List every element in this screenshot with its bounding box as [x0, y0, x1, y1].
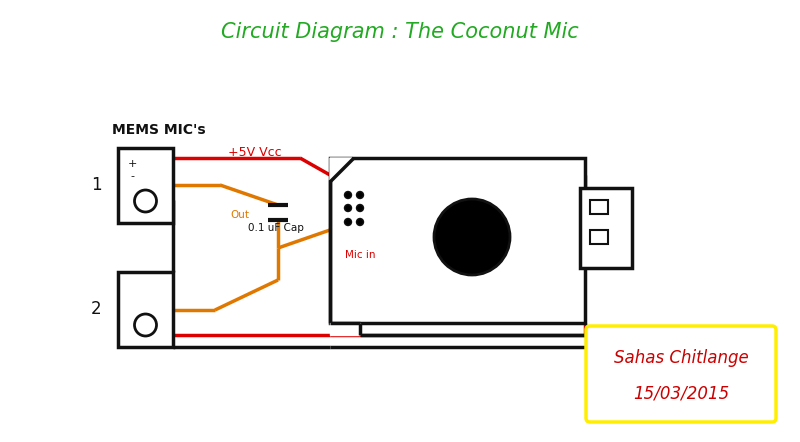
Polygon shape — [330, 158, 352, 180]
Bar — [590, 200, 608, 214]
Text: -: - — [130, 171, 134, 181]
Text: Circuit Diagram : The Coconut Mic: Circuit Diagram : The Coconut Mic — [221, 22, 579, 42]
Circle shape — [357, 218, 363, 225]
Text: +5V Vcc: +5V Vcc — [228, 145, 282, 159]
Polygon shape — [330, 323, 360, 335]
Text: +: + — [127, 159, 137, 169]
Circle shape — [434, 199, 510, 275]
Circle shape — [134, 190, 157, 212]
Text: 15/03/2015: 15/03/2015 — [633, 385, 729, 402]
Bar — [330, 158, 585, 323]
Bar — [580, 188, 632, 268]
Bar — [590, 230, 608, 244]
Text: 0.1 uF Cap: 0.1 uF Cap — [248, 223, 304, 233]
Bar — [118, 148, 173, 223]
FancyBboxPatch shape — [586, 326, 776, 422]
Circle shape — [345, 191, 351, 198]
Text: 2: 2 — [90, 301, 102, 319]
Circle shape — [345, 205, 351, 212]
Text: Mic in: Mic in — [345, 250, 375, 260]
Circle shape — [345, 218, 351, 225]
Circle shape — [134, 314, 157, 336]
Circle shape — [357, 191, 363, 198]
Text: MEMS MIC's: MEMS MIC's — [112, 123, 206, 137]
Text: Sahas Chitlange: Sahas Chitlange — [614, 349, 748, 367]
Circle shape — [357, 205, 363, 212]
Bar — [118, 272, 173, 347]
Text: Out: Out — [230, 210, 249, 220]
Text: 1: 1 — [90, 176, 102, 194]
